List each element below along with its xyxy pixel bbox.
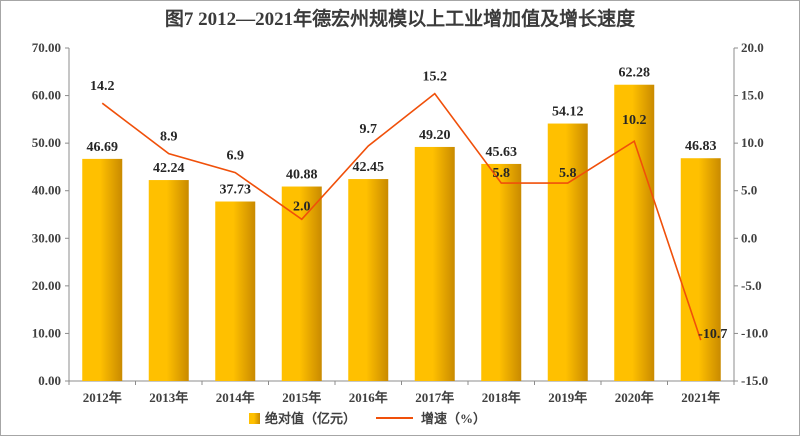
x-tick-label: 2015年 <box>282 390 321 405</box>
y-tick-label: 50.00 <box>32 135 61 150</box>
x-tick-label: 2021年 <box>681 390 720 405</box>
bar-data-label: 42.24 <box>153 161 185 176</box>
bar <box>82 158 123 381</box>
y-tick-label: 10.00 <box>32 325 61 340</box>
growth-line <box>101 92 702 341</box>
bar-data-label: 37.73 <box>220 183 252 198</box>
legend-label-line: 增速（%） <box>421 411 486 426</box>
y2-tick-label: -5.0 <box>741 278 762 293</box>
bar <box>547 123 588 381</box>
x-tick-label: 2020年 <box>615 390 654 405</box>
bar-data-label: 46.69 <box>87 140 119 155</box>
bar <box>148 180 189 381</box>
y2-tick-label: 5.0 <box>741 183 757 198</box>
bar-data-label: 45.63 <box>486 145 518 160</box>
bar-data-label: 49.20 <box>419 128 451 143</box>
bar-series <box>82 84 721 381</box>
bar <box>680 158 721 381</box>
legend: 绝对值（亿元） 增速（%） <box>249 411 486 426</box>
chart-title: 图7 2012—2021年德宏州规模以上工业增加值及增长速度 <box>165 7 636 30</box>
y-tick-label: 60.00 <box>32 88 61 103</box>
y2-tick-label: 10.0 <box>741 135 764 150</box>
y2-tick-label: 0.0 <box>741 230 757 245</box>
legend-label-bar: 绝对值（亿元） <box>265 411 356 426</box>
bar <box>614 84 655 381</box>
y-tick-label: 30.00 <box>32 230 61 245</box>
y2-tick-label: -10.0 <box>741 325 768 340</box>
x-tick-label: 2016年 <box>349 390 388 405</box>
line-data-label: 9.7 <box>360 122 378 137</box>
y2-tick-label: -15.0 <box>741 373 768 388</box>
axes: 0.00 10.00 20.00 30.00 40.00 50.00 60.00 70.00 -… <box>32 40 768 405</box>
x-tick-label: 2017年 <box>415 390 454 405</box>
bar-data-label: 40.88 <box>286 168 318 183</box>
x-tick-label: 2019年 <box>548 390 587 405</box>
x-tick-label: 2018年 <box>482 390 521 405</box>
bar <box>414 146 455 381</box>
y2-tick-label: 15.0 <box>741 88 764 103</box>
line-data-label: 5.8 <box>559 166 577 181</box>
line-data-label: 15.2 <box>423 70 448 85</box>
bar-data-label: 54.12 <box>552 105 584 120</box>
data-labels: 46.69 42.24 37.73 40.88 42.45 49.20 45.63 54.12… <box>87 66 728 342</box>
x-tick-label: 2014年 <box>216 390 255 405</box>
y-tick-label: 20.00 <box>32 278 61 293</box>
line-data-label: 8.9 <box>160 130 178 145</box>
line-data-label: -10.7 <box>698 327 727 342</box>
line-data-label: 10.2 <box>622 113 647 128</box>
line-data-label: 6.9 <box>227 149 245 164</box>
bar-data-label: 62.28 <box>619 66 651 81</box>
x-tick-label: 2012年 <box>83 390 122 405</box>
y-tick-label: 40.00 <box>32 183 61 198</box>
line-data-label: 14.2 <box>90 79 115 94</box>
bar-data-label: 46.83 <box>685 139 717 154</box>
bar <box>481 163 522 381</box>
y2-tick-label: 20.0 <box>741 40 764 55</box>
bar <box>215 201 256 381</box>
line-data-label: 5.8 <box>493 166 511 181</box>
bar-data-label: 42.45 <box>353 160 385 175</box>
bar <box>281 186 322 381</box>
legend-swatch-bar <box>249 413 260 424</box>
bar <box>348 179 389 381</box>
x-tick-label: 2013年 <box>149 390 188 405</box>
y-tick-label: 70.00 <box>32 40 61 55</box>
y-tick-label: 0.00 <box>38 373 61 388</box>
line-series <box>101 92 702 341</box>
line-data-label: 2.0 <box>293 199 311 214</box>
